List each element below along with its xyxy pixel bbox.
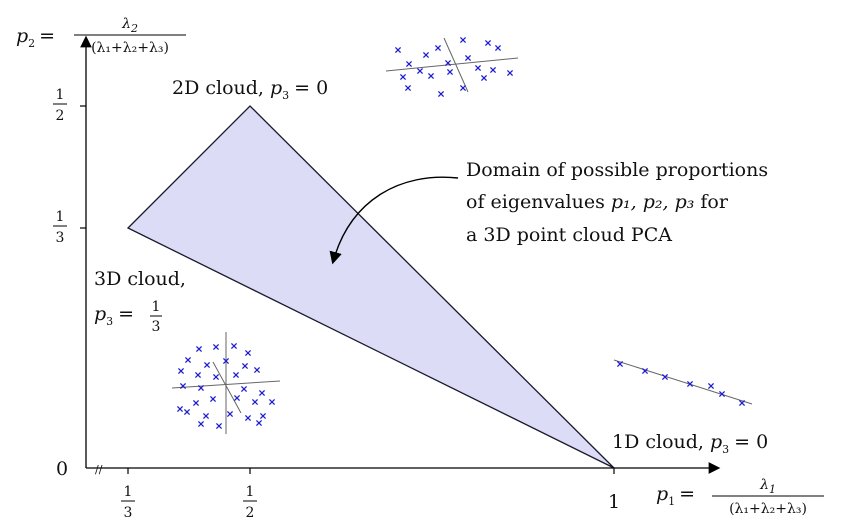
cross-marker-icon [641, 367, 649, 375]
cross-marker-icon [251, 398, 259, 406]
cross-marker-icon [404, 84, 412, 92]
cross-marker-icon [484, 39, 492, 47]
cross-marker-icon [399, 73, 407, 81]
svg-text:1: 1 [124, 484, 133, 500]
svg-text:1: 1 [246, 484, 255, 500]
cross-marker-icon [506, 69, 514, 77]
cross-marker-icon [434, 44, 442, 52]
cross-marker-icon [197, 420, 205, 428]
cross-marker-icon [233, 394, 241, 402]
cross-marker-icon [494, 44, 502, 52]
cross-marker-icon [474, 64, 482, 72]
cross-marker-icon [437, 90, 445, 98]
cross-marker-icon [255, 419, 263, 427]
svg-text:3: 3 [152, 319, 161, 335]
y-axis-label: p2 = λ2 (λ₁+λ₂+λ₃) [16, 16, 186, 56]
cross-marker-icon [202, 412, 210, 420]
cross-marker-icon [215, 422, 223, 430]
svg-text:(λ₁+λ₂+λ₃): (λ₁+λ₂+λ₃) [729, 501, 807, 517]
cross-marker-icon [738, 399, 746, 407]
x-axis-label: p1 = λ1 (λ₁+λ₂+λ₃) [656, 477, 824, 517]
origin-label: 0 [56, 458, 68, 480]
cross-marker-icon [203, 361, 211, 369]
axis-break-mark: // [95, 463, 103, 476]
cross-marker-icon [232, 371, 240, 379]
cross-marker-icon [244, 414, 252, 422]
svg-text:λ2: λ2 [121, 16, 138, 35]
cross-marker-icon [240, 385, 248, 393]
y-tick-label-one-third: 1 3 [53, 209, 67, 246]
cross-marker-icon [444, 59, 452, 67]
cross-marker-icon [195, 345, 203, 353]
cross-marker-icon [222, 357, 230, 365]
svg-text:2: 2 [246, 505, 255, 521]
cross-marker-icon [707, 382, 715, 390]
cross-marker-icon [230, 342, 238, 350]
cross-marker-icon [192, 399, 200, 407]
cross-marker-icon [268, 398, 276, 406]
cross-marker-icon [184, 356, 192, 364]
cross-marker-icon [427, 72, 435, 80]
cross-marker-icon [253, 366, 261, 374]
cross-marker-icon [212, 373, 220, 381]
svg-text:λ1: λ1 [759, 477, 776, 496]
cross-marker-icon [194, 371, 202, 379]
cloud-1d-label: 1D cloud, p3 = 0 [612, 431, 768, 456]
cross-marker-icon [718, 390, 726, 398]
cloud-3d-label-line1: 3D cloud, [94, 268, 186, 290]
cross-marker-icon [209, 395, 217, 403]
cross-marker-icon [405, 60, 413, 68]
cross-marker-icon [241, 362, 249, 370]
cross-marker-icon [422, 51, 430, 59]
domain-triangle [126, 105, 615, 469]
cloud-3d-illustration [171, 332, 281, 434]
svg-text:3: 3 [56, 230, 65, 246]
cross-marker-icon [177, 367, 185, 375]
cross-marker-icon [459, 84, 467, 92]
cross-marker-icon [183, 408, 191, 416]
x-tick-label-one: 1 [608, 491, 620, 513]
cross-marker-icon [446, 68, 454, 76]
cross-marker-icon [197, 384, 205, 392]
svg-text:3: 3 [124, 505, 133, 521]
cross-marker-icon [244, 349, 252, 357]
cross-marker-icon [258, 389, 266, 397]
y-tick-label-one-half: 1 2 [53, 87, 67, 124]
svg-text:p2=: p2 = [16, 25, 55, 50]
svg-text:p3=: p3 = [94, 303, 134, 328]
cloud-3d-label-line2: p3 = 1 3 [94, 299, 162, 335]
curved-arrow-icon [329, 176, 459, 265]
cross-marker-icon [179, 382, 187, 390]
cross-marker-icon [480, 74, 488, 82]
cross-marker-icon [661, 373, 669, 381]
cross-marker-icon [212, 343, 220, 351]
domain-label-line1: Domain of possible proportions [466, 159, 768, 181]
cross-marker-icon [464, 54, 472, 62]
cross-marker-icon [489, 66, 497, 74]
domain-label-line2: of eigenvalues p₁, p₂, p₃ for [466, 191, 729, 213]
svg-text:p1=: p1 = [656, 483, 695, 508]
cloud-1d-illustration [613, 359, 753, 407]
svg-text:(λ₁+λ₂+λ₃): (λ₁+λ₂+λ₃) [91, 40, 169, 56]
cross-marker-icon [686, 380, 694, 388]
x-tick-label-one-third: 1 3 [121, 484, 135, 521]
x-tick-label-one-half: 1 2 [243, 484, 257, 521]
cross-marker-icon [226, 410, 234, 418]
svg-text:1: 1 [56, 209, 65, 225]
cross-marker-icon [176, 405, 184, 413]
svg-text:1: 1 [56, 87, 65, 103]
cross-marker-icon [416, 67, 424, 75]
cross-marker-icon [259, 412, 267, 420]
domain-label-line3: a 3D point cloud PCA [466, 224, 672, 246]
cross-marker-icon [616, 360, 624, 368]
cross-marker-icon [394, 46, 402, 54]
cross-marker-icon [459, 36, 467, 44]
svg-text:1: 1 [152, 299, 161, 315]
svg-text:2: 2 [56, 108, 65, 124]
cloud-2d-illustration [385, 36, 519, 98]
cloud-2d-label: 2D cloud, p3 = 0 [172, 77, 328, 102]
